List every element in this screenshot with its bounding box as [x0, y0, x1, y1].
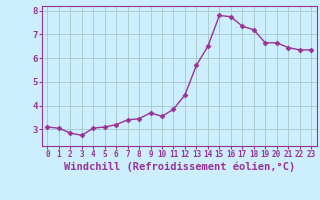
- X-axis label: Windchill (Refroidissement éolien,°C): Windchill (Refroidissement éolien,°C): [64, 162, 295, 172]
